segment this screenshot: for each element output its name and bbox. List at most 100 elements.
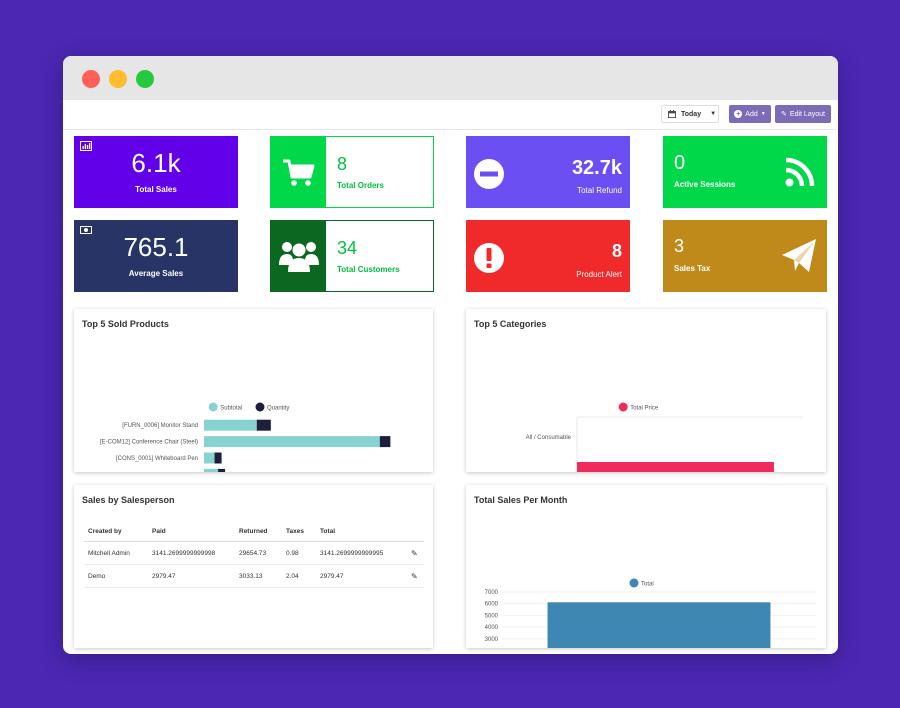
bar-subtotal[interactable] [204,452,215,464]
kpi-total-refund[interactable]: 32.7k Total Refund [466,136,630,208]
category-label: [E-COM12] Conference Chair (Steel) [100,440,198,446]
kpi-active-sessions[interactable]: 0 Active Sessions [663,136,827,208]
add-button-label: Add [745,110,758,118]
caret-down-icon: ▼ [710,111,717,117]
sales-per-month-panel: Total Sales Per Month Total0100020003000… [466,485,826,648]
kpi-label: Sales Tax [674,264,711,273]
kpi-total-sales[interactable]: 6.1k Total Sales [74,136,238,208]
table-row[interactable]: Mitchell Admin 3141.2699999999998 29654.… [84,541,424,565]
app-window: Today ▼ + Add ▼ ✎ Edit Layout 6.1k Total… [63,56,838,654]
kpi-icon-box [271,221,326,291]
legend-swatch[interactable] [618,402,628,412]
kpi-sales-tax[interactable]: 3 Sales Tax [663,220,827,292]
date-filter-label: Today [681,110,702,118]
panel-title: Top 5 Sold Products [82,319,169,329]
kpi-product-alert[interactable]: 8 Product Alert [466,220,630,292]
shopping-cart-icon [283,159,315,186]
y-tick-label: 3000 [485,637,499,643]
edit-layout-button[interactable]: ✎ Edit Layout [775,105,831,123]
legend-swatch[interactable] [629,578,639,588]
category-label: [FURN_0006] Monitor Stand [122,423,198,429]
legend-label: Quantity [267,405,289,411]
table-cell: Mitchell Admin [84,541,148,565]
top-products-panel: Top 5 Sold Products Subtotal Quantity [FUR… [74,309,433,472]
y-tick-label: 4000 [485,625,499,631]
kpi-value: 6.1k [131,148,181,178]
table-header-row: Created by Paid Returned Taxes Total [84,521,424,542]
date-filter-dropdown[interactable]: Today ▼ [661,105,719,123]
top-categories-panel: Top 5 Categories Total Price All / Consum… [466,309,826,472]
caret-down-icon: ▼ [760,111,766,117]
minimize-window-button[interactable] [109,70,127,88]
top-products-chart: Subtotal Quantity [FURN_0006] Monitor Stan… [100,402,391,472]
y-tick-label: 6000 [485,602,499,608]
bar-quantity[interactable] [256,419,271,431]
kpi-value: 34 [337,238,358,258]
sales-per-month-chart: Total01000200030004000500060007000June 2… [485,578,816,648]
column-header: Created by [84,521,148,542]
y-tick-label: 5000 [485,613,499,619]
kpi-label: Total Orders [337,181,384,190]
bar-subtotal[interactable] [204,419,257,431]
bar-quantity[interactable] [214,452,222,464]
kpi-total-orders[interactable]: 8 Total Orders [270,136,434,208]
edit-row-button[interactable]: ✎ [407,541,424,565]
close-window-button[interactable] [82,70,100,88]
calendar-icon [668,110,676,118]
y-tick-label: 7000 [485,590,499,596]
column-header-actions [407,521,424,542]
table-cell: 0.98 [282,541,316,565]
table-cell: 2.04 [282,564,316,588]
pencil-icon: ✎ [411,572,418,581]
bar-quantity[interactable] [218,468,226,472]
kpi-label: Average Sales [128,269,184,278]
kpi-total-customers[interactable]: 34 Total Customers [270,220,434,292]
bar-quantity[interactable] [379,436,391,448]
bar-subtotal[interactable] [204,468,219,472]
legend-label: Total [641,581,654,587]
column-header: Total [316,521,407,542]
table-cell: 29654.73 [235,541,282,565]
legend-swatch[interactable] [255,402,265,412]
dashboard-toolbar: Today ▼ + Add ▼ ✎ Edit Layout [63,100,838,130]
panel-title: Sales by Salesperson [82,495,175,505]
column-header: Taxes [282,521,316,542]
maximize-window-button[interactable] [136,70,154,88]
table-row[interactable]: Demo 2979.47 3033.13 2.04 2979.47 ✎ [84,564,424,588]
paper-plane-icon [782,239,816,272]
kpi-icon-box [271,137,326,207]
add-button[interactable]: + Add ▼ [729,105,771,123]
pencil-icon: ✎ [781,111,787,118]
table-cell: 2979.47 [148,564,235,588]
column-header: Paid [148,521,235,542]
kpi-value: 3 [674,236,685,256]
edit-layout-label: Edit Layout [789,110,825,118]
panel-title: Total Sales Per Month [474,495,568,505]
table-cell: 2979.47 [316,564,407,588]
legend-label: Subtotal [220,405,242,411]
bar-subtotal[interactable] [204,436,380,448]
kpi-average-sales[interactable]: 765.1 Average Sales [74,220,238,292]
category-label: All / Consumable [526,435,572,441]
money-icon [80,226,92,234]
kpi-label: Total Sales [135,185,177,194]
exclamation-circle-icon [474,243,504,273]
bar-total[interactable] [547,602,771,648]
kpi-value: 8 [337,154,348,174]
plus-circle-icon: + [734,110,743,118]
kpi-label: Product Alert [576,270,622,279]
bar-total-price[interactable] [577,462,774,472]
salesperson-panel: Sales by Salesperson Created by Paid Ret… [74,485,433,648]
edit-row-button[interactable]: ✎ [407,564,424,588]
legend-label: Total Price [630,405,659,411]
kpi-value: 8 [611,241,622,261]
table-cell: 3141.2699999999998 [148,541,235,565]
kpi-label: Active Sessions [674,180,736,189]
rss-icon [785,157,815,187]
pencil-icon: ✎ [411,549,418,558]
column-header: Returned [235,521,282,542]
legend-swatch[interactable] [208,402,218,412]
minus-circle-icon [474,159,504,189]
salesperson-table: Created by Paid Returned Taxes Total Mit… [84,521,424,588]
